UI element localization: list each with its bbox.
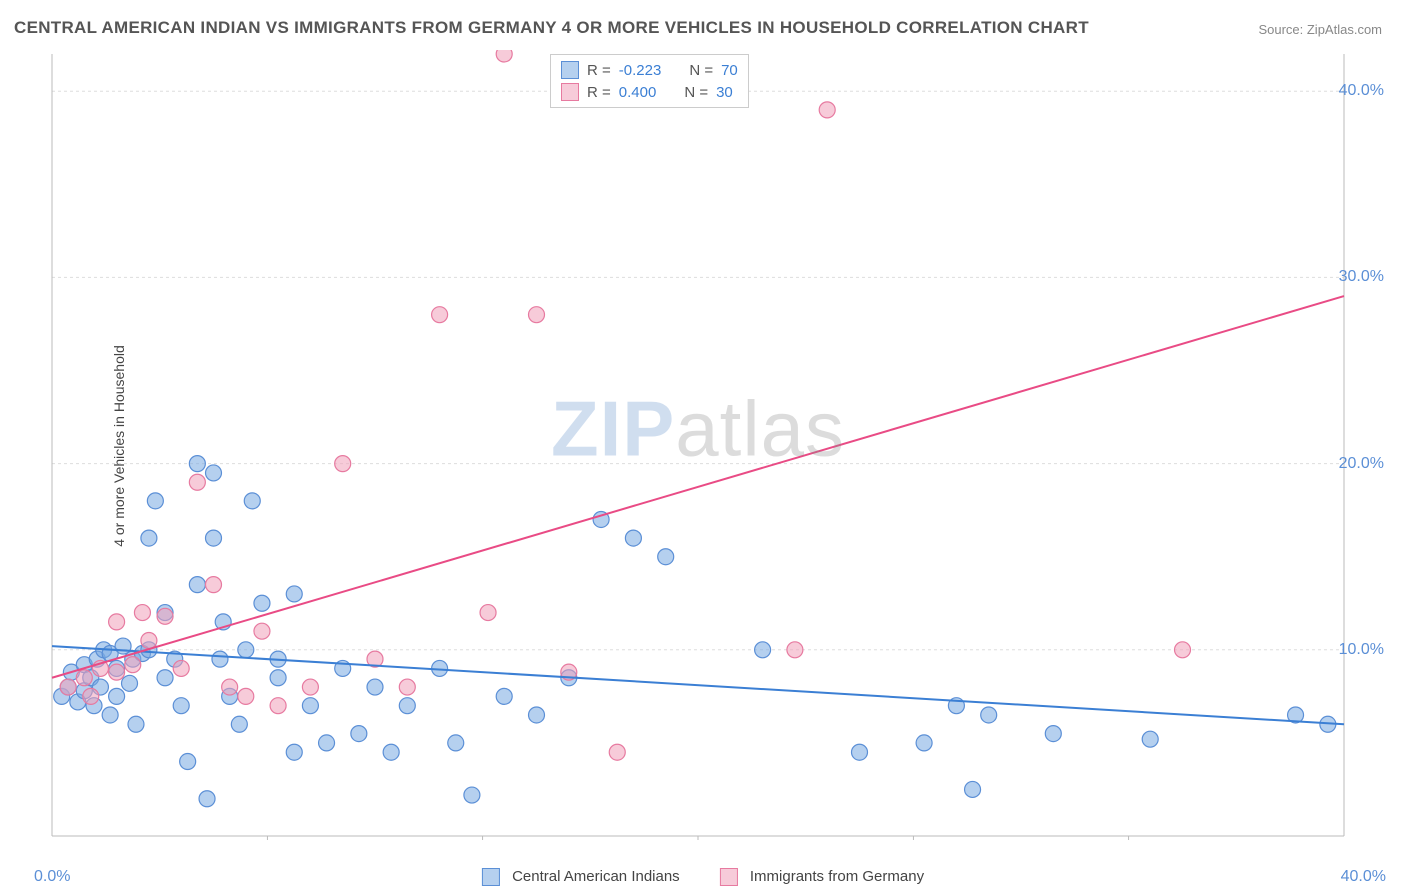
correlation-legend-row-1: R = 0.400 N = 30: [561, 81, 738, 103]
source-attribution: Source: ZipAtlas.com: [1258, 22, 1382, 37]
series-legend: Central American Indians Immigrants from…: [482, 868, 924, 886]
y-tick-30: 30.0%: [1339, 268, 1384, 286]
legend-item-0: Central American Indians: [482, 868, 680, 886]
legend-label-1: Immigrants from Germany: [750, 868, 924, 885]
chart-area: ZIPatlas: [48, 50, 1348, 840]
correlation-legend-row-0: R = -0.223 N = 70: [561, 59, 738, 81]
n-label-1: N =: [684, 84, 708, 101]
x-tick-0: 0.0%: [34, 868, 70, 886]
r-value-1: 0.400: [619, 84, 657, 101]
chart-title: CENTRAL AMERICAN INDIAN VS IMMIGRANTS FR…: [14, 18, 1089, 38]
y-tick-20: 20.0%: [1339, 455, 1384, 473]
r-label-1: R =: [587, 84, 611, 101]
legend-swatch-pink: [561, 83, 579, 101]
legend-swatch-0: [482, 868, 500, 886]
correlation-legend: R = -0.223 N = 70 R = 0.400 N = 30: [550, 54, 749, 108]
r-value-0: -0.223: [619, 62, 662, 79]
legend-label-0: Central American Indians: [512, 868, 680, 885]
n-value-0: 70: [721, 62, 738, 79]
n-label-0: N =: [689, 62, 713, 79]
scatter-chart-svg: [48, 50, 1348, 840]
y-tick-40: 40.0%: [1339, 82, 1384, 100]
legend-swatch-blue: [561, 61, 579, 79]
legend-item-1: Immigrants from Germany: [720, 868, 924, 886]
x-tick-40: 40.0%: [1341, 868, 1386, 886]
r-label-0: R =: [587, 62, 611, 79]
y-tick-10: 10.0%: [1339, 641, 1384, 659]
legend-swatch-1: [720, 868, 738, 886]
n-value-1: 30: [716, 84, 733, 101]
